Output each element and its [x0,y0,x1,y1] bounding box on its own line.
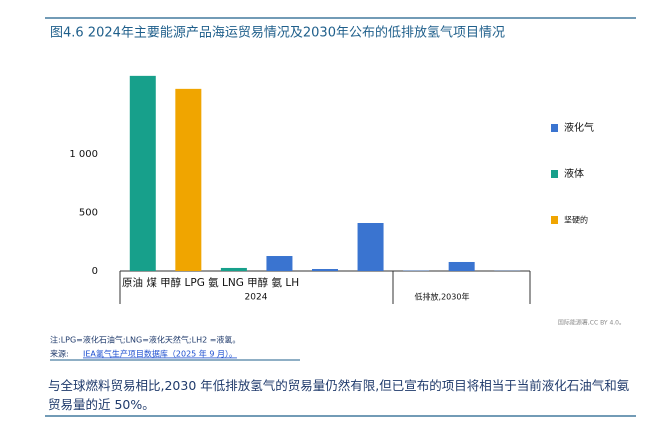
group-label: 2024 [245,293,268,303]
legend-swatch [551,124,558,132]
chart-title: 图4.6 2024年主要能源产品海运贸易情况及2030年公布的低排放氢气项目情况 [50,25,505,41]
y-tick-label: 0 [92,266,98,277]
source-link[interactable]: IEA氢气生产项目数据库（2025 年 9 月）。 [83,349,237,359]
legend-label: 液化气 [564,121,594,134]
bar [129,75,156,271]
note: 注:LPG=液化石油气;LNG=液化天然气;LH2 =液氢。 [50,335,240,345]
legend-label: 液体 [564,167,584,180]
credit: 国际能源署,CC BY 4.0。 [558,319,625,327]
legend-swatch [551,170,558,178]
bar [357,223,384,271]
legend-label: 坚硬的 [564,215,588,225]
caption-box: 与全球燃料贸易相比,2030 年低排放氢气的贸易量仍然有限,但已宣布的项目将相当… [48,378,630,412]
bar [220,267,247,271]
source-prefix: 来源: [50,350,69,359]
legend-swatch [551,216,558,224]
bar [448,261,475,271]
category-labels: 原油 煤 甲醇 LPG 氨 LNG 甲醇 氨 LH [122,276,299,289]
group-label: 低排放,2030年 [415,292,470,302]
bar [266,256,293,271]
bar [312,269,338,271]
y-tick-label: 1 000 [69,149,98,160]
caption: 与全球燃料贸易相比,2030 年低排放氢气的贸易量仍然有限,但已宣布的项目将相当… [48,378,630,412]
y-tick-label: 500 [79,207,98,218]
bar [175,88,202,271]
